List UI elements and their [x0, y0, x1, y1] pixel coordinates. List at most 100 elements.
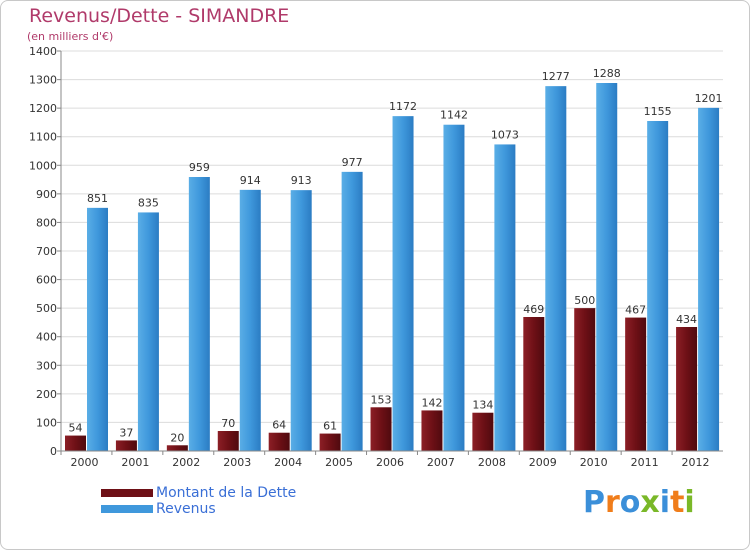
y-tick-label: 600 — [36, 274, 57, 287]
bar-revenue — [443, 124, 465, 451]
logo-letter: t — [670, 485, 685, 520]
bar-debt — [421, 410, 443, 451]
data-label-debt: 54 — [69, 422, 83, 435]
x-tick-label: 2001 — [121, 456, 149, 469]
bar-debt — [370, 407, 392, 451]
bar-revenue — [239, 189, 261, 451]
y-tick-label: 300 — [36, 359, 57, 372]
data-label-revenue: 1073 — [491, 128, 519, 141]
data-label-debt: 434 — [676, 313, 697, 326]
bar-revenue — [392, 116, 414, 452]
data-label-revenue: 851 — [87, 192, 108, 205]
x-tick-label: 2004 — [274, 456, 302, 469]
legend-label-debt: Montant de la Dette — [156, 485, 297, 501]
x-tick-label: 2005 — [325, 456, 353, 469]
data-label-debt: 500 — [574, 294, 595, 307]
x-tick-label: 2006 — [376, 456, 404, 469]
bar-debt — [217, 431, 239, 451]
data-label-debt: 20 — [170, 431, 184, 444]
data-label-debt: 37 — [119, 426, 133, 439]
legend-swatch-debt — [101, 489, 153, 497]
bar-debt — [166, 445, 188, 451]
data-label-revenue: 835 — [138, 196, 159, 209]
x-tick-label: 2009 — [529, 456, 557, 469]
bars — [65, 83, 720, 452]
bar-revenue — [87, 207, 108, 451]
bar-revenue — [545, 86, 567, 452]
logo-letter: P — [583, 485, 605, 520]
bar-debt — [115, 440, 137, 451]
bar-debt — [625, 317, 647, 451]
data-label-debt: 70 — [221, 417, 235, 430]
data-label-revenue: 914 — [240, 174, 261, 187]
bar-revenue — [137, 212, 159, 451]
data-label-revenue: 1277 — [542, 70, 570, 83]
bar-revenue — [698, 107, 720, 451]
bar-debt — [268, 432, 290, 451]
bar-revenue — [188, 177, 210, 451]
y-tick-label: 1300 — [29, 74, 57, 87]
data-label-debt: 469 — [523, 303, 544, 316]
data-labels: 54 851 37 835 20 959 70 914 64 913 61 977 153 1172 142… — [69, 67, 723, 444]
y-tick-label: 900 — [36, 188, 57, 201]
logo-letter: x — [640, 485, 660, 520]
bar-debt — [676, 327, 698, 451]
data-label-revenue: 1142 — [440, 109, 468, 122]
data-label-debt: 467 — [625, 304, 646, 317]
x-tick-label: 2000 — [70, 456, 98, 469]
bar-revenue — [494, 144, 516, 451]
x-axis: 2000 2001 2002 2003 2004 2005 2006 2007 2008 2009… — [60, 450, 723, 469]
y-tick-label: 700 — [36, 245, 57, 258]
y-tick-label: 200 — [36, 388, 57, 401]
y-axis: 0 100 200 300 400 500 600 700 800 900 1000 1100 1200… — [29, 45, 62, 458]
page-title: Revenus/Dette - SIMANDRE — [29, 5, 290, 27]
x-tick-label: 2007 — [427, 456, 455, 469]
x-tick-label: 2010 — [580, 456, 608, 469]
y-tick-label: 1100 — [29, 131, 57, 144]
data-label-revenue: 913 — [291, 174, 312, 187]
bar-revenue — [290, 190, 312, 451]
logo-letter: o — [619, 485, 641, 520]
data-label-debt: 61 — [323, 420, 337, 433]
y-tick-label: 1400 — [29, 45, 57, 58]
x-tick-label: 2012 — [682, 456, 710, 469]
data-label-debt: 64 — [272, 419, 286, 432]
x-tick-label: 2002 — [172, 456, 200, 469]
bar-debt — [319, 433, 341, 451]
data-label-debt: 134 — [472, 399, 493, 412]
x-tick-label: 2011 — [631, 456, 659, 469]
bar-debt — [65, 435, 86, 451]
data-label-revenue: 977 — [342, 156, 363, 169]
y-tick-label: 100 — [36, 416, 57, 429]
logo-letter: i — [659, 485, 671, 520]
chart-subtitle: (en milliers d'€) — [27, 30, 114, 43]
bar-debt — [523, 317, 545, 451]
logo-letter: r — [605, 485, 620, 520]
logo-letter: i — [684, 485, 695, 520]
data-label-revenue: 959 — [189, 161, 210, 174]
proxiti-logo: Proxiti — [583, 485, 695, 520]
data-label-debt: 142 — [421, 396, 442, 409]
legend-label-revenue: Revenus — [156, 501, 216, 517]
x-tick-label: 2003 — [223, 456, 251, 469]
bar-revenue — [341, 171, 363, 451]
y-tick-label: 800 — [36, 216, 57, 229]
bar-debt — [574, 308, 596, 451]
data-label-debt: 153 — [371, 393, 392, 406]
bar-revenue — [647, 121, 669, 451]
y-tick-label: 500 — [36, 302, 57, 315]
data-label-revenue: 1172 — [389, 100, 417, 113]
bar-debt — [472, 412, 494, 451]
x-tick-label: 2008 — [478, 456, 506, 469]
data-label-revenue: 1155 — [644, 105, 672, 118]
data-label-revenue: 1288 — [593, 67, 621, 80]
y-tick-label: 1000 — [29, 159, 57, 172]
bar-revenue — [596, 83, 618, 451]
data-label-revenue: 1201 — [695, 92, 723, 105]
y-tick-label: 0 — [50, 445, 57, 458]
legend-swatch-revenue — [101, 505, 153, 513]
y-tick-label: 1200 — [29, 102, 57, 115]
y-tick-label: 400 — [36, 331, 57, 344]
